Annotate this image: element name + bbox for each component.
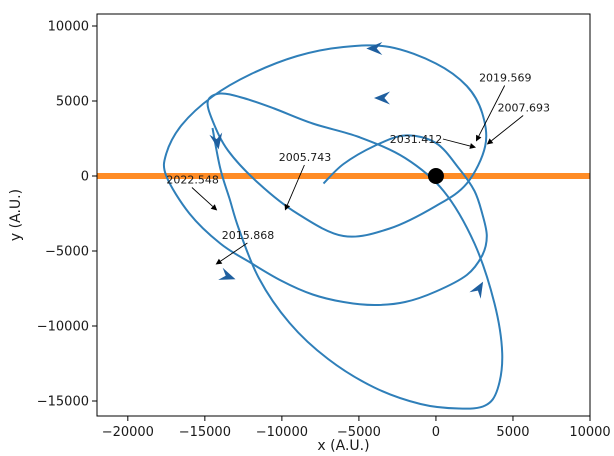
direction-arrow-2 xyxy=(366,42,383,55)
direction-arrow-layer xyxy=(209,42,484,299)
annotation-label-3: 2007.693 xyxy=(498,102,551,115)
orange-band xyxy=(97,173,590,179)
x-tick-label-1: −15000 xyxy=(179,425,231,440)
annotation-arrowhead-5 xyxy=(210,204,218,211)
x-axis-ticks: −20000 −15000 −10000 −5000 0 5000 10000 xyxy=(102,416,611,440)
direction-arrow-1 xyxy=(209,132,223,150)
y-tick-label-3: 0 xyxy=(81,170,89,185)
annotation-label-1: 2031.412 xyxy=(390,133,443,146)
annotation-line-3 xyxy=(491,115,524,142)
annotation-label-6: 2015.868 xyxy=(222,229,275,242)
orbit-layer xyxy=(162,44,504,410)
direction-arrow-3 xyxy=(374,91,390,105)
annotation-line-5 xyxy=(191,187,214,207)
central-mass xyxy=(427,168,444,184)
annotation-label-2: 2019.569 xyxy=(479,72,532,85)
x-tick-label-4: 0 xyxy=(432,425,440,440)
y-tick-label-5: 10000 xyxy=(48,20,89,35)
annotation-line-1 xyxy=(442,138,471,147)
annotation-line-2 xyxy=(478,85,506,137)
annotation-arrowhead-4 xyxy=(284,203,291,211)
annotation-layer: 2031.412 2019.569 2007.693 2005.743 2022.548… xyxy=(166,72,550,265)
y-tick-label-0: −15000 xyxy=(37,395,89,410)
x-tick-label-2: −10000 xyxy=(256,425,308,440)
orange-band-layer xyxy=(97,173,590,179)
y-tick-label-2: −5000 xyxy=(45,245,89,260)
annotation-arrowhead-2 xyxy=(476,134,482,142)
y-tick-label-4: 5000 xyxy=(56,95,89,110)
orbit-trajectory xyxy=(162,44,504,410)
central-mass-layer xyxy=(427,168,444,184)
y-tick-label-1: −10000 xyxy=(37,320,89,335)
y-axis-ticks: −15000 −10000 −5000 0 5000 10000 xyxy=(37,20,97,410)
annotation-arrowhead-3 xyxy=(486,138,494,145)
x-tick-label-3: −5000 xyxy=(337,425,381,440)
direction-arrow-4 xyxy=(218,267,236,280)
y-axis-label: y (A.U.) xyxy=(8,189,24,241)
x-tick-label-5: 5000 xyxy=(496,425,529,440)
x-tick-label-0: −20000 xyxy=(102,425,154,440)
annotation-arrowhead-6 xyxy=(215,258,223,265)
annotation-line-4 xyxy=(286,164,305,206)
annotation-arrowhead-1 xyxy=(469,143,476,149)
direction-arrow-5 xyxy=(469,281,484,299)
annotation-label-4: 2005.743 xyxy=(279,151,332,164)
x-tick-label-6: 10000 xyxy=(569,425,610,440)
annotation-line-6 xyxy=(220,242,248,262)
x-axis-label: x (A.U.) xyxy=(317,438,369,454)
annotation-label-5: 2022.548 xyxy=(166,174,219,187)
plot-frame xyxy=(96,13,591,417)
